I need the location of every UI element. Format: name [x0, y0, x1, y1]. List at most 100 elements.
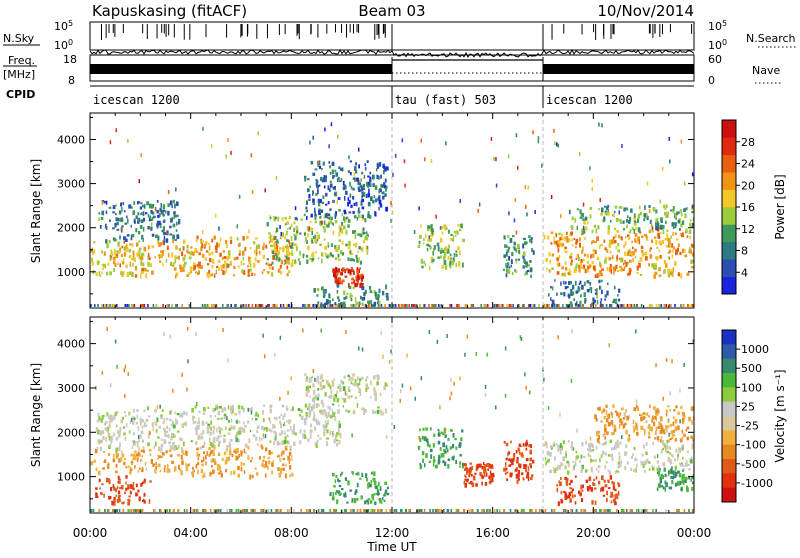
scatter-cell [319, 199, 322, 203]
scatter-cell [380, 203, 382, 207]
scatter-cell [381, 185, 384, 188]
scatter-cell [570, 231, 573, 236]
scatter-cell [527, 471, 530, 475]
scatter-cell [669, 486, 673, 490]
scatter-cell [604, 247, 607, 251]
scatter-cell [444, 251, 447, 257]
scatter-cell [299, 429, 302, 434]
scatter-cell [524, 372, 526, 377]
scatter-cell [309, 221, 312, 224]
scatter-cell [294, 235, 297, 239]
scatter-cell [668, 255, 670, 259]
scatter-cell [309, 429, 312, 434]
scatter-cell [563, 236, 566, 241]
scatter-cell [198, 424, 200, 430]
scatter-cell [337, 253, 340, 258]
scatter-cell [327, 216, 330, 220]
scatter-cell [250, 153, 253, 158]
ground-scatter-cell [438, 509, 440, 512]
scatter-cell [270, 239, 274, 243]
scatter-cell [652, 466, 655, 471]
scatter-cell [361, 286, 365, 291]
scatter-cell [281, 404, 285, 408]
scatter-cell [440, 453, 443, 458]
ground-scatter-cell [464, 304, 467, 307]
scatter-cell [171, 252, 173, 258]
scatter-cell [113, 486, 116, 491]
scatter-cell [137, 231, 141, 235]
scatter-cell [235, 451, 238, 454]
scatter-cell [220, 435, 222, 438]
ground-scatter-cell [455, 304, 458, 307]
scatter-cell [356, 269, 359, 273]
scatter-cell [319, 376, 322, 380]
scatter-cell [459, 376, 461, 381]
scatter-cell [311, 239, 314, 244]
scatter-cell [317, 380, 320, 385]
scatter-cell [158, 425, 161, 429]
scatter-cell [178, 219, 181, 225]
scatter-cell [240, 426, 242, 430]
scatter-cell [196, 235, 199, 240]
scatter-cell [530, 444, 532, 449]
scatter-cell [504, 467, 508, 471]
scatter-cell [618, 452, 621, 456]
ground-scatter-cell [636, 509, 638, 512]
scatter-cell [209, 258, 212, 263]
ground-scatter-cell [489, 509, 491, 512]
scatter-cell [105, 200, 108, 205]
scatter-cell [671, 274, 674, 277]
scatter-cell [584, 300, 587, 304]
ground-scatter-cell [467, 509, 470, 512]
scatter-cell [573, 298, 575, 301]
scatter-cell [174, 258, 177, 264]
scatter-cell [327, 213, 331, 216]
scatter-cell [377, 406, 380, 409]
scatter-cell [589, 282, 592, 286]
scatter-cell [367, 184, 369, 188]
scatter-cell [576, 208, 579, 211]
scatter-cell [158, 254, 161, 259]
scatter-cell [670, 209, 673, 212]
scatter-cell [594, 241, 597, 243]
scatter-cell [162, 231, 166, 236]
scatter-cell [601, 410, 604, 414]
scatter-cell [459, 461, 462, 465]
scatter-cell [311, 397, 314, 402]
scatter-cell [325, 379, 329, 385]
scatter-cell [254, 237, 258, 240]
scatter-cell [366, 234, 369, 237]
ground-scatter-cell [147, 304, 149, 307]
scatter-cell [609, 475, 613, 480]
scatter-cell [293, 441, 296, 447]
scatter-cell [436, 242, 440, 247]
scatter-cell [656, 412, 659, 416]
scatter-cell [268, 460, 271, 465]
scatter-cell [690, 478, 692, 482]
scatter-cell [273, 242, 276, 247]
scatter-cell [161, 250, 165, 254]
ground-scatter-cell [622, 509, 624, 512]
ground-scatter-cell [312, 304, 314, 307]
scatter-cell [669, 269, 673, 273]
scatter-cell [674, 223, 677, 229]
scatter-cell [646, 181, 649, 186]
scatter-cell [121, 225, 124, 228]
scatter-cell [605, 404, 608, 408]
scatter-cell [586, 269, 589, 273]
scatter-cell [163, 439, 166, 444]
scatter-cell [594, 500, 597, 505]
scatter-cell [359, 184, 363, 188]
scatter-cell [154, 207, 157, 212]
scatter-cell [312, 201, 315, 205]
scatter-cell [352, 177, 356, 180]
scatter-cell [134, 442, 136, 446]
scatter-cell [247, 407, 249, 412]
scatter-cell [668, 432, 670, 437]
scatter-cell [200, 469, 204, 474]
scatter-cell [143, 204, 146, 209]
scatter-cell [122, 202, 125, 205]
scatter-cell [125, 481, 127, 485]
scatter-cell [617, 415, 621, 418]
ground-scatter-cell [227, 304, 229, 307]
